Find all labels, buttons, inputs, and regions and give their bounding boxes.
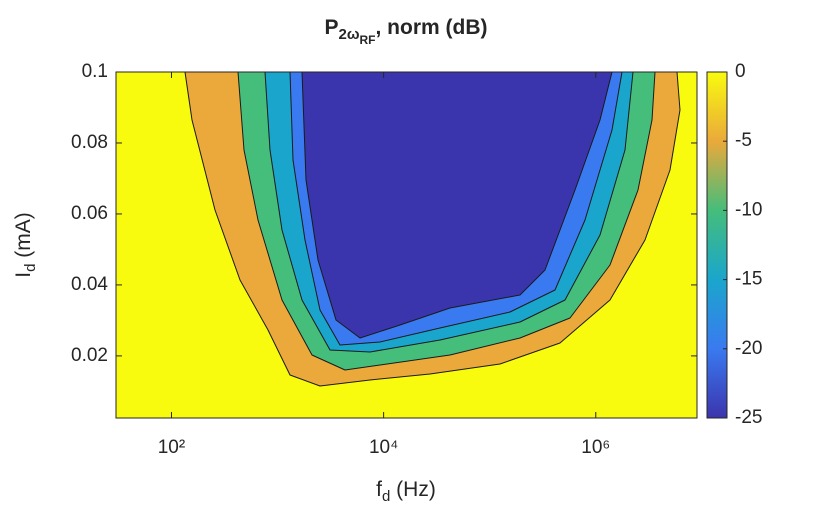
y-tick-label: 0.1 [82,61,108,82]
x-axis-label: fd (Hz) [376,478,436,505]
y-tick-label: 0.06 [71,203,108,224]
chart-title: P2ωRF, norm (dB) [324,16,487,48]
y-tick-label: 0.02 [71,345,108,366]
colorbar-tick-label: 0 [735,61,746,82]
colorbar-tick-label: -25 [735,407,762,428]
y-tick-label: 0.04 [71,274,108,295]
x-tick-label: 10⁴ [369,437,398,458]
colorbar-tick-label: -20 [735,338,762,359]
colorbar-tick-label: -10 [735,199,762,220]
y-axis-label: Id (mA) [12,212,39,278]
colorbar-tick-label: -5 [735,130,752,151]
colorbar-tick-label: -15 [735,269,762,290]
contour-region [301,72,613,339]
x-tick-label: 10⁶ [581,437,610,458]
plot-frame [115,71,698,419]
x-tick-label: 10² [158,437,185,458]
y-tick-label: 0.08 [71,132,108,153]
colorbar [706,71,728,419]
